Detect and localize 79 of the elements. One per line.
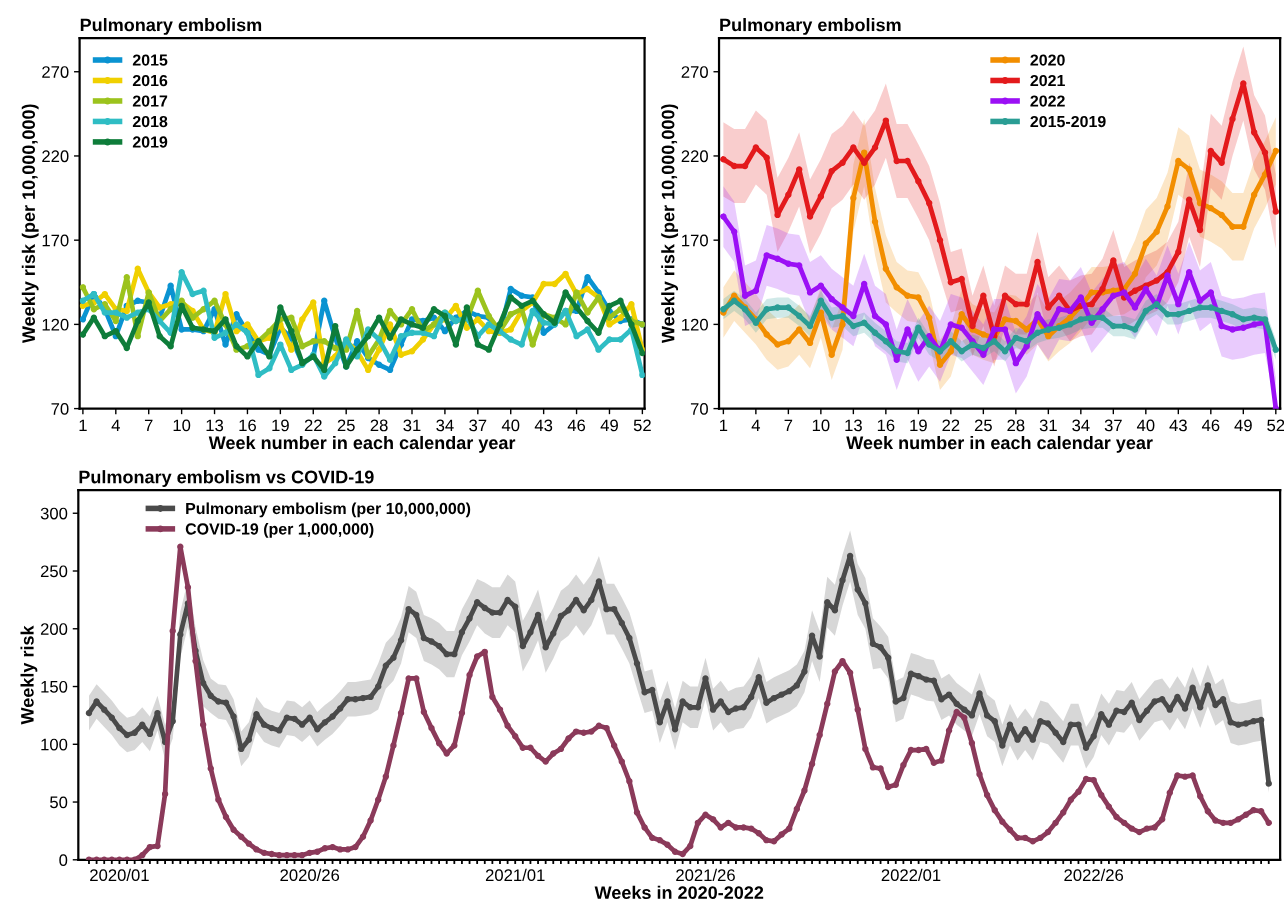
x-tick-label: 7: [144, 419, 153, 432]
x-tick-label: 1: [720, 419, 728, 432]
x-tick-label: 4: [751, 419, 761, 432]
x-tick-label: 25: [974, 419, 992, 432]
x-tick-label: 2021/01: [485, 868, 545, 882]
y-tick-label: 300: [40, 507, 68, 520]
x-tick-label: 31: [1039, 419, 1057, 432]
y-tick-label: 120: [682, 318, 708, 331]
x-tick-label: 28: [370, 419, 388, 432]
x-tick-label: 34: [436, 419, 454, 432]
x-tick-label: 2022/26: [1064, 868, 1124, 882]
x-tick-label: 37: [1104, 419, 1122, 432]
x-tick-label: 52: [633, 419, 651, 432]
y-tick-label: 270: [42, 66, 69, 78]
legend-label: COVID-19 (per 1,000,000): [185, 522, 374, 538]
y-tick-label: 100: [41, 738, 68, 751]
x-tick-label: 40: [501, 419, 520, 432]
x-tick-label: 13: [845, 419, 862, 432]
x-tick-label: 10: [812, 419, 830, 432]
x-axis-title: Week number in each calendar year: [846, 435, 1153, 453]
y-tick-label: 220: [42, 150, 69, 163]
legend-label: 2020: [1030, 54, 1065, 66]
x-tick-label: 28: [1007, 419, 1025, 432]
legend-label: Pulmonary embolism (per 10,000,000): [186, 502, 471, 518]
y-tick-label: 270: [681, 66, 708, 78]
x-tick-label: 22: [942, 419, 960, 432]
y-axis-title: Weekly risk: [20, 625, 38, 725]
x-tick-label: 43: [1169, 419, 1187, 432]
chart-title: Pulmonary embolism: [80, 18, 262, 35]
y-tick-label: 170: [682, 234, 708, 247]
x-tick-label: 2020/01: [90, 868, 149, 882]
y-tick-label: 170: [42, 234, 69, 247]
y-tick-label: 220: [681, 150, 708, 163]
x-tick-label: 4: [111, 419, 120, 432]
x-tick-label: 52: [1267, 419, 1284, 432]
x-tick-label: 25: [337, 419, 355, 432]
y-tick-label: 120: [42, 318, 69, 331]
x-tick-label: 2021/26: [676, 868, 735, 882]
x-tick-label: 16: [239, 419, 256, 432]
x-tick-label: 40: [1136, 419, 1155, 432]
legend-label: 2018: [132, 115, 168, 128]
legend-label: 2021: [1030, 74, 1065, 87]
y-tick-label: 250: [40, 565, 68, 578]
y-axis-title: Weekly risk (per 10,000,000): [21, 104, 39, 344]
chart-title: Pulmonary embolism vs COVID-19: [79, 470, 374, 487]
x-axis-title: Weeks in 2020-2022: [594, 885, 764, 900]
y-tick-label: 70: [690, 403, 708, 415]
y-tick-label: 150: [41, 680, 68, 693]
x-tick-label: 7: [784, 419, 793, 432]
x-tick-label: 46: [1201, 419, 1220, 432]
x-tick-label: 16: [877, 419, 895, 432]
x-tick-label: 19: [910, 419, 927, 432]
x-tick-label: 49: [1234, 419, 1252, 432]
x-tick-label: 19: [272, 419, 289, 432]
legend-label: 2016: [132, 74, 168, 87]
x-tick-label: 37: [469, 419, 487, 432]
y-axis-title: Weekly risk (per 10,000,000): [661, 104, 679, 344]
x-tick-label: 2020/26: [280, 868, 340, 882]
y-tick-label: 0: [59, 854, 68, 866]
x-tick-label: 49: [600, 419, 618, 432]
y-tick-label: 70: [51, 403, 69, 415]
x-tick-label: 2022/01: [881, 868, 941, 882]
legend-label: 2017: [132, 95, 168, 107]
legend-label: 2022: [1030, 95, 1065, 107]
x-tick-label: 46: [567, 419, 586, 432]
y-tick-label: 200: [40, 623, 68, 635]
y-tick-label: 50: [50, 796, 68, 809]
chart-title: Pulmonary embolism: [720, 18, 901, 35]
legend-label: 2019: [132, 136, 168, 148]
x-tick-label: 13: [206, 419, 224, 432]
x-tick-label: 10: [173, 419, 191, 432]
x-tick-label: 43: [534, 419, 553, 432]
legend-label: 2015: [132, 54, 168, 66]
x-tick-label: 31: [403, 419, 421, 432]
x-axis-title: Week number in each calendar year: [208, 435, 516, 453]
x-tick-label: 34: [1072, 419, 1090, 432]
legend-label: 2015-2019: [1030, 115, 1106, 128]
x-tick-label: 1: [79, 419, 87, 432]
x-tick-label: 22: [304, 419, 322, 432]
